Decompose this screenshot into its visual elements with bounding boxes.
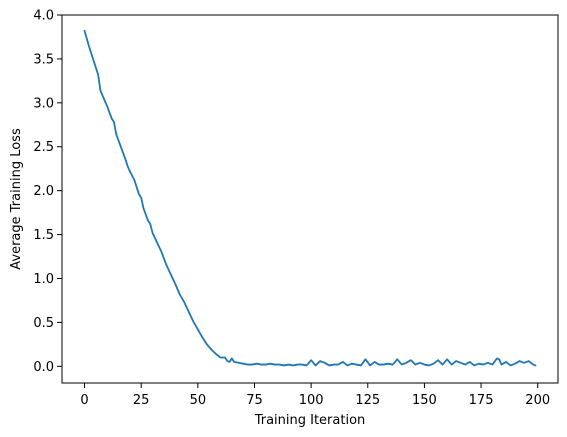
y-tick-label-4: 2.0 [33,184,54,199]
x-tick-label-1: 25 [133,393,150,408]
x-tick-label-8: 200 [525,393,550,408]
x-tick-label-0: 0 [80,393,88,408]
x-tick-label-5: 125 [355,393,380,408]
y-tick-label-7: 3.5 [33,52,54,67]
x-tick-label-2: 50 [190,393,207,408]
y-tick-label-6: 3.0 [33,96,54,111]
plot-area [62,15,558,383]
x-tick-label-6: 150 [412,393,437,408]
x-axis-label: Training Iteration [254,413,366,428]
y-tick-label-0: 0.0 [33,360,54,375]
y-tick-label-1: 0.5 [33,316,54,331]
y-tick-label-3: 1.5 [33,228,54,243]
x-tick-label-7: 175 [469,393,494,408]
y-axis-label: Average Training Loss [9,128,24,270]
x-tick-label-3: 75 [246,393,263,408]
y-tick-label-2: 1.0 [33,272,54,287]
x-tick-label-4: 100 [299,393,324,408]
y-tick-label-5: 2.5 [33,140,54,155]
y-tick-label-8: 4.0 [33,9,54,24]
